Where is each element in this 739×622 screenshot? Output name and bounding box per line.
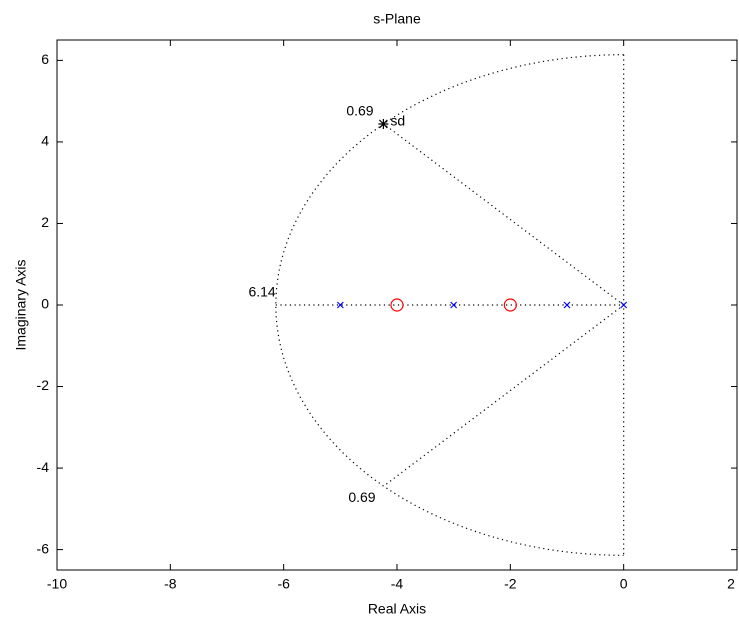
y-tick-label: 6: [41, 51, 49, 67]
chart-title: s-Plane: [373, 11, 421, 27]
chart: s-Plane Real Axis Imaginary Axis -10 -8 -6…: [0, 0, 739, 622]
damping-label: 0.69: [348, 489, 375, 505]
y-tick-label: 2: [41, 214, 49, 230]
y-tick-label: 4: [41, 133, 49, 149]
y-tick-label: 0: [41, 296, 49, 312]
point-marker: [378, 119, 388, 129]
x-tick-label: -4: [391, 576, 404, 592]
y-tick-label: -6: [37, 540, 50, 556]
y-tick-label: -2: [37, 377, 50, 393]
x-tick-label: 2: [727, 576, 735, 592]
damping-label: 0.69: [346, 103, 373, 119]
frequency-label: 6.14: [248, 284, 275, 300]
x-tick-label: -10: [47, 576, 67, 592]
point-label: sd: [390, 113, 405, 129]
x-axis-label: Real Axis: [368, 601, 426, 617]
x-tick-label: -8: [164, 576, 177, 592]
x-tick-label: 0: [620, 576, 628, 592]
y-tick-label: -4: [37, 459, 50, 475]
y-axis-label: Imaginary Axis: [13, 259, 29, 350]
x-tick-label: -2: [504, 576, 517, 592]
x-tick-label: -6: [277, 576, 290, 592]
